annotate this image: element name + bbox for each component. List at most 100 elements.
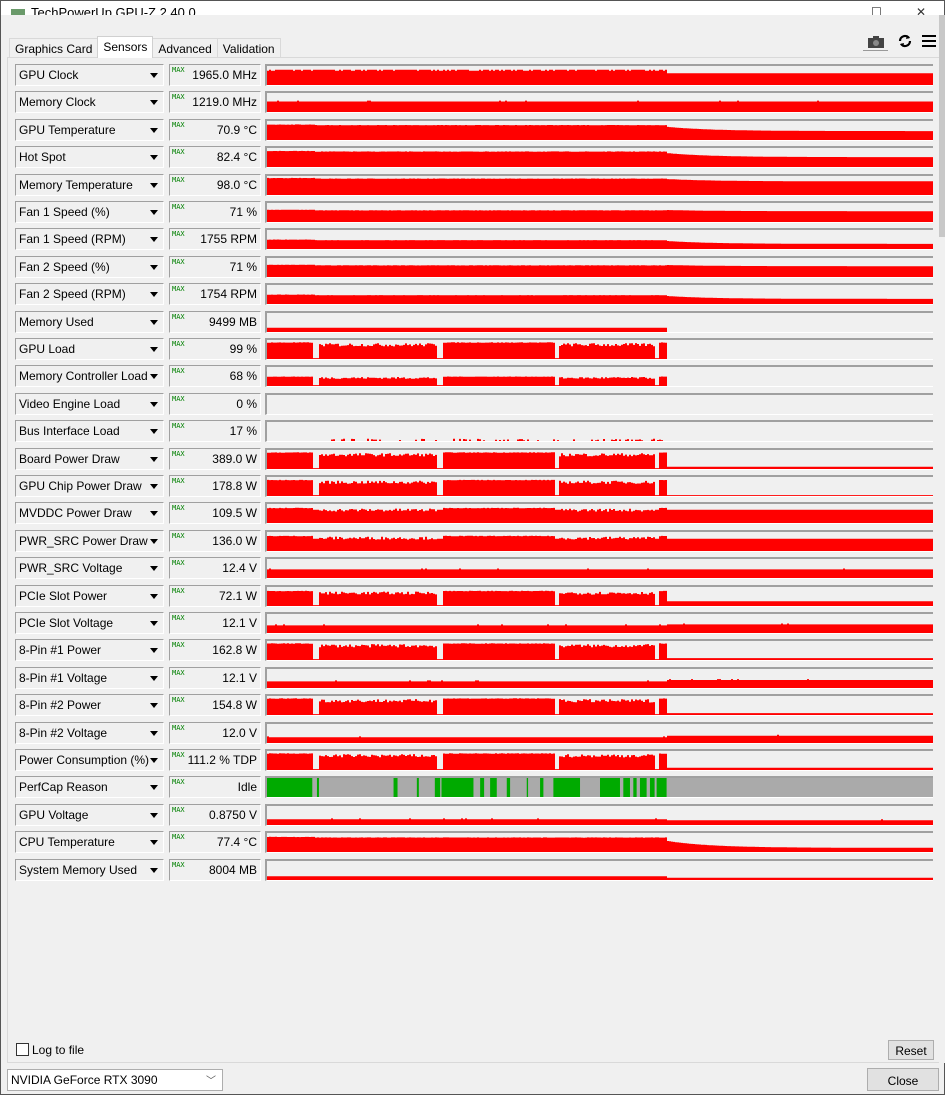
- sensor-value[interactable]: MAX 109.5 W: [169, 502, 261, 525]
- scrollbar-thumb[interactable]: [939, 15, 945, 237]
- sensor-value[interactable]: MAX 72.1 W: [169, 584, 261, 607]
- menu-icon[interactable]: [922, 35, 936, 50]
- max-tag: MAX: [172, 340, 185, 348]
- tab-sensors[interactable]: Sensors: [97, 36, 154, 58]
- sensor-graph: [265, 283, 933, 306]
- sensor-history-area: [267, 151, 933, 168]
- sensor-select[interactable]: 8-Pin #1 Voltage: [15, 666, 164, 689]
- sensor-select[interactable]: Hot Spot: [15, 146, 164, 169]
- sensor-select[interactable]: PWR_SRC Power Draw: [15, 529, 164, 552]
- sensor-select[interactable]: PCIe Slot Voltage: [15, 612, 164, 634]
- sensor-value[interactable]: MAX 71 %: [169, 201, 261, 223]
- sensor-value[interactable]: MAX 70.9 °C: [169, 118, 261, 141]
- sensor-value-text: 1965.0 MHz: [192, 68, 257, 82]
- sensor-label: 8-Pin #2 Power: [19, 698, 102, 713]
- log-to-file-checkbox[interactable]: [16, 1043, 29, 1056]
- tab-validation[interactable]: Validation: [216, 38, 281, 58]
- sensor-value[interactable]: MAX 82.4 °C: [169, 146, 261, 169]
- sensor-select[interactable]: Board Power Draw: [15, 447, 164, 470]
- sensor-value-text: 111.2 % TDP: [187, 753, 257, 767]
- sensor-value[interactable]: MAX 68 %: [169, 365, 261, 388]
- sensor-value[interactable]: MAX 0 %: [169, 392, 261, 415]
- sensor-select[interactable]: 8-Pin #2 Power: [15, 694, 164, 717]
- sensor-value-text: 77.4 °C: [216, 835, 257, 850]
- sensor-value[interactable]: MAX 12.4 V: [169, 557, 261, 580]
- sensor-select[interactable]: MVDDC Power Draw: [15, 502, 164, 525]
- maximize-button[interactable]: ☐: [871, 5, 882, 15]
- sensor-select[interactable]: Fan 1 Speed (RPM): [15, 228, 164, 251]
- max-tag: MAX: [172, 230, 185, 239]
- sensor-value[interactable]: MAX 1754 RPM: [169, 283, 261, 306]
- sensor-select[interactable]: Bus Interface Load: [15, 420, 164, 443]
- sensor-select[interactable]: PWR_SRC Voltage: [15, 557, 164, 580]
- sensor-value[interactable]: MAX 8004 MB: [169, 858, 261, 881]
- sensor-select[interactable]: CPU Temperature: [15, 831, 164, 854]
- close-window-button[interactable]: ✕: [916, 5, 927, 15]
- sensor-value[interactable]: MAX 178.8 W: [169, 475, 261, 497]
- sensor-select[interactable]: 8-Pin #2 Voltage: [15, 721, 164, 744]
- sensor-select[interactable]: Video Engine Load: [15, 392, 164, 415]
- reset-button[interactable]: Reset: [888, 1040, 934, 1060]
- sensor-value[interactable]: MAX 1219.0 MHz: [169, 91, 261, 114]
- sensor-select[interactable]: Fan 2 Speed (RPM): [15, 283, 164, 306]
- sensor-select[interactable]: Memory Temperature: [15, 173, 164, 196]
- sensor-value[interactable]: MAX 0.8750 V: [169, 803, 261, 826]
- sensor-value[interactable]: MAX 389.0 W: [169, 447, 261, 470]
- refresh-icon[interactable]: [898, 34, 912, 51]
- sensor-row: System Memory Used MAX 8004 MB: [15, 858, 933, 881]
- gpu-select[interactable]: NVIDIA GeForce RTX 3090 ﹀: [7, 1069, 223, 1091]
- sensor-graph: [265, 475, 933, 497]
- sensor-select[interactable]: GPU Temperature: [15, 118, 164, 141]
- tab-graphics-card[interactable]: Graphics Card: [9, 38, 99, 58]
- sensor-select[interactable]: GPU Chip Power Draw: [15, 475, 164, 497]
- sensor-label: MVDDC Power Draw: [19, 506, 132, 521]
- sensor-select[interactable]: Power Consumption (%): [15, 749, 164, 771]
- close-button[interactable]: Close: [867, 1068, 939, 1091]
- sensor-value[interactable]: MAX 98.0 °C: [169, 173, 261, 196]
- sensor-value[interactable]: MAX 154.8 W: [169, 694, 261, 717]
- tab-advanced[interactable]: Advanced: [152, 38, 218, 58]
- sensor-select[interactable]: Fan 2 Speed (%): [15, 255, 164, 278]
- max-tag: MAX: [172, 833, 185, 842]
- sensor-graph: [265, 776, 933, 799]
- sensor-value[interactable]: MAX 12.1 V: [169, 612, 261, 634]
- sensor-value[interactable]: MAX 99 %: [169, 338, 261, 360]
- sensor-value-text: 12.1 V: [222, 616, 257, 630]
- camera-icon[interactable]: [863, 35, 888, 51]
- sensor-value[interactable]: MAX 162.8 W: [169, 639, 261, 662]
- sensor-value[interactable]: MAX 136.0 W: [169, 529, 261, 552]
- sensor-graph: [265, 721, 933, 744]
- sensor-value[interactable]: MAX Idle: [169, 776, 261, 799]
- sensor-graph-plot: [267, 177, 933, 195]
- sensor-select[interactable]: GPU Voltage: [15, 803, 164, 826]
- sensor-label: 8-Pin #1 Voltage: [19, 670, 108, 685]
- sensor-value[interactable]: MAX 12.0 V: [169, 721, 261, 744]
- sensor-row: PWR_SRC Voltage MAX 12.4 V: [15, 557, 933, 580]
- sensor-select[interactable]: Memory Used: [15, 310, 164, 333]
- sensor-value[interactable]: MAX 77.4 °C: [169, 831, 261, 854]
- sensor-value[interactable]: MAX 1755 RPM: [169, 228, 261, 251]
- sensor-value-text: 1754 RPM: [200, 287, 257, 302]
- sensor-value[interactable]: MAX 111.2 % TDP: [169, 749, 261, 771]
- sensor-select[interactable]: GPU Clock: [15, 64, 164, 86]
- sensor-select[interactable]: PCIe Slot Power: [15, 584, 164, 607]
- sensor-select[interactable]: GPU Load: [15, 338, 164, 360]
- dropdown-arrow-icon: [150, 675, 158, 681]
- sensor-value[interactable]: MAX 1965.0 MHz: [169, 64, 261, 86]
- max-tag: MAX: [172, 805, 185, 814]
- scrollbar[interactable]: [939, 15, 945, 1063]
- perfcap-util-segment: [441, 778, 474, 798]
- sensor-value[interactable]: MAX 12.1 V: [169, 666, 261, 689]
- sensor-value[interactable]: MAX 9499 MB: [169, 310, 261, 333]
- sensor-select[interactable]: Fan 1 Speed (%): [15, 201, 164, 223]
- sensor-select[interactable]: 8-Pin #1 Power: [15, 639, 164, 662]
- max-tag: MAX: [172, 120, 185, 129]
- sensor-select[interactable]: PerfCap Reason: [15, 776, 164, 799]
- dropdown-arrow-icon: [150, 237, 158, 243]
- perfcap-util-segment: [639, 778, 647, 798]
- sensor-select[interactable]: Memory Controller Load: [15, 365, 164, 388]
- sensor-value[interactable]: MAX 17 %: [169, 420, 261, 443]
- sensor-value[interactable]: MAX 71 %: [169, 255, 261, 278]
- sensor-select[interactable]: System Memory Used: [15, 858, 164, 881]
- sensor-select[interactable]: Memory Clock: [15, 91, 164, 114]
